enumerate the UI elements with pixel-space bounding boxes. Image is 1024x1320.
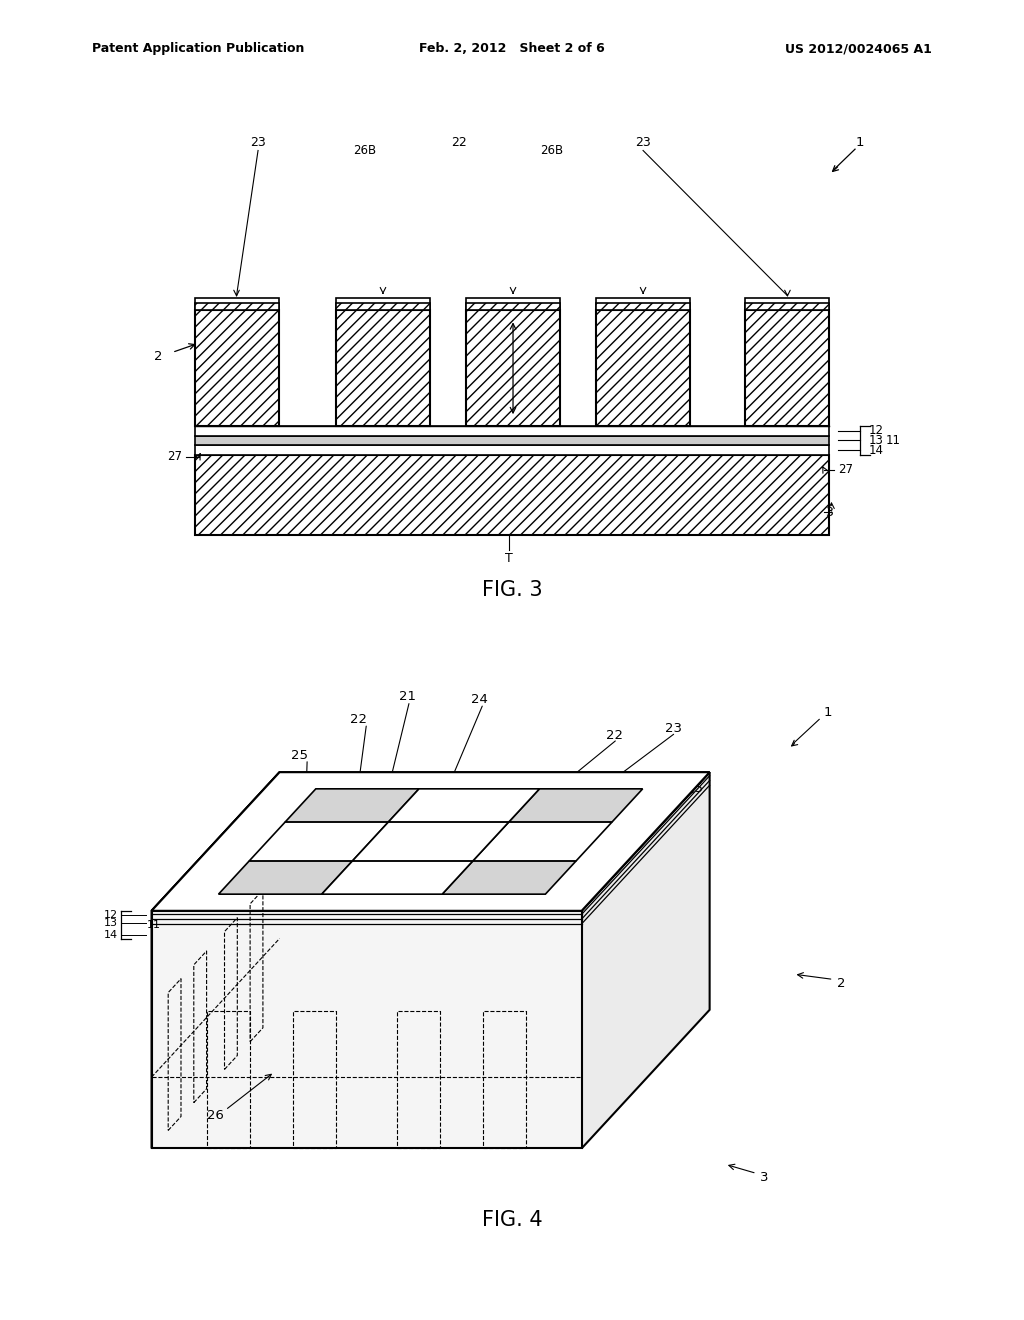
Text: 26: 26 (207, 1109, 223, 1122)
Polygon shape (388, 789, 540, 822)
Text: 11: 11 (886, 434, 901, 447)
Text: 24: 24 (471, 693, 487, 706)
Text: 2: 2 (838, 977, 846, 990)
Polygon shape (442, 861, 577, 894)
Polygon shape (152, 911, 582, 1148)
Text: 14: 14 (868, 444, 884, 457)
Text: 13: 13 (103, 917, 118, 928)
Text: 14: 14 (103, 929, 118, 940)
Bar (195, 455, 829, 535)
Polygon shape (285, 789, 419, 822)
Bar (195, 304, 279, 310)
Bar (745, 298, 829, 310)
Bar (466, 298, 560, 310)
Bar (596, 298, 690, 310)
Text: 25: 25 (686, 781, 702, 795)
Polygon shape (249, 822, 388, 861)
Text: T: T (505, 552, 513, 565)
Bar (596, 310, 690, 426)
Text: 25: 25 (291, 748, 307, 762)
Text: 2: 2 (155, 350, 163, 363)
Text: 1: 1 (823, 706, 831, 719)
Text: 26B: 26B (353, 144, 376, 157)
Text: 22: 22 (350, 713, 367, 726)
Polygon shape (152, 772, 710, 911)
Text: 11: 11 (146, 920, 161, 929)
Text: 13: 13 (868, 434, 884, 446)
Bar (596, 304, 690, 310)
Bar (466, 304, 560, 310)
Text: 27: 27 (167, 450, 182, 463)
Bar (336, 310, 430, 426)
Text: 3: 3 (825, 506, 834, 519)
Polygon shape (152, 772, 280, 1148)
Text: 1: 1 (856, 136, 864, 149)
Bar (336, 298, 430, 310)
Bar (195, 426, 829, 436)
Text: Feb. 2, 2012   Sheet 2 of 6: Feb. 2, 2012 Sheet 2 of 6 (419, 42, 605, 55)
Polygon shape (152, 772, 710, 911)
Polygon shape (218, 861, 352, 894)
Text: 12: 12 (103, 909, 118, 920)
Text: 3: 3 (760, 1171, 768, 1184)
Polygon shape (509, 789, 643, 822)
Polygon shape (322, 861, 473, 894)
Bar (466, 310, 560, 426)
Text: 12: 12 (868, 425, 884, 437)
Text: 23: 23 (635, 136, 651, 149)
Text: 21: 21 (399, 690, 416, 704)
Text: 22: 22 (606, 729, 623, 742)
Polygon shape (582, 772, 710, 1148)
Text: FIG. 3: FIG. 3 (481, 579, 543, 601)
Bar (745, 310, 829, 426)
Text: 26B: 26B (541, 144, 563, 157)
Bar (195, 445, 829, 455)
Text: Patent Application Publication: Patent Application Publication (92, 42, 304, 55)
Text: 27: 27 (838, 463, 853, 477)
Text: FIG. 4: FIG. 4 (481, 1209, 543, 1230)
Text: 22: 22 (451, 136, 467, 149)
Text: US 2012/0024065 A1: US 2012/0024065 A1 (785, 42, 932, 55)
Polygon shape (473, 822, 612, 861)
Polygon shape (352, 822, 509, 861)
Text: 23: 23 (250, 136, 266, 149)
Bar (195, 298, 279, 310)
Bar (745, 304, 829, 310)
Text: 23: 23 (666, 722, 682, 735)
Bar (336, 304, 430, 310)
Bar (195, 436, 829, 445)
Bar (195, 310, 279, 426)
